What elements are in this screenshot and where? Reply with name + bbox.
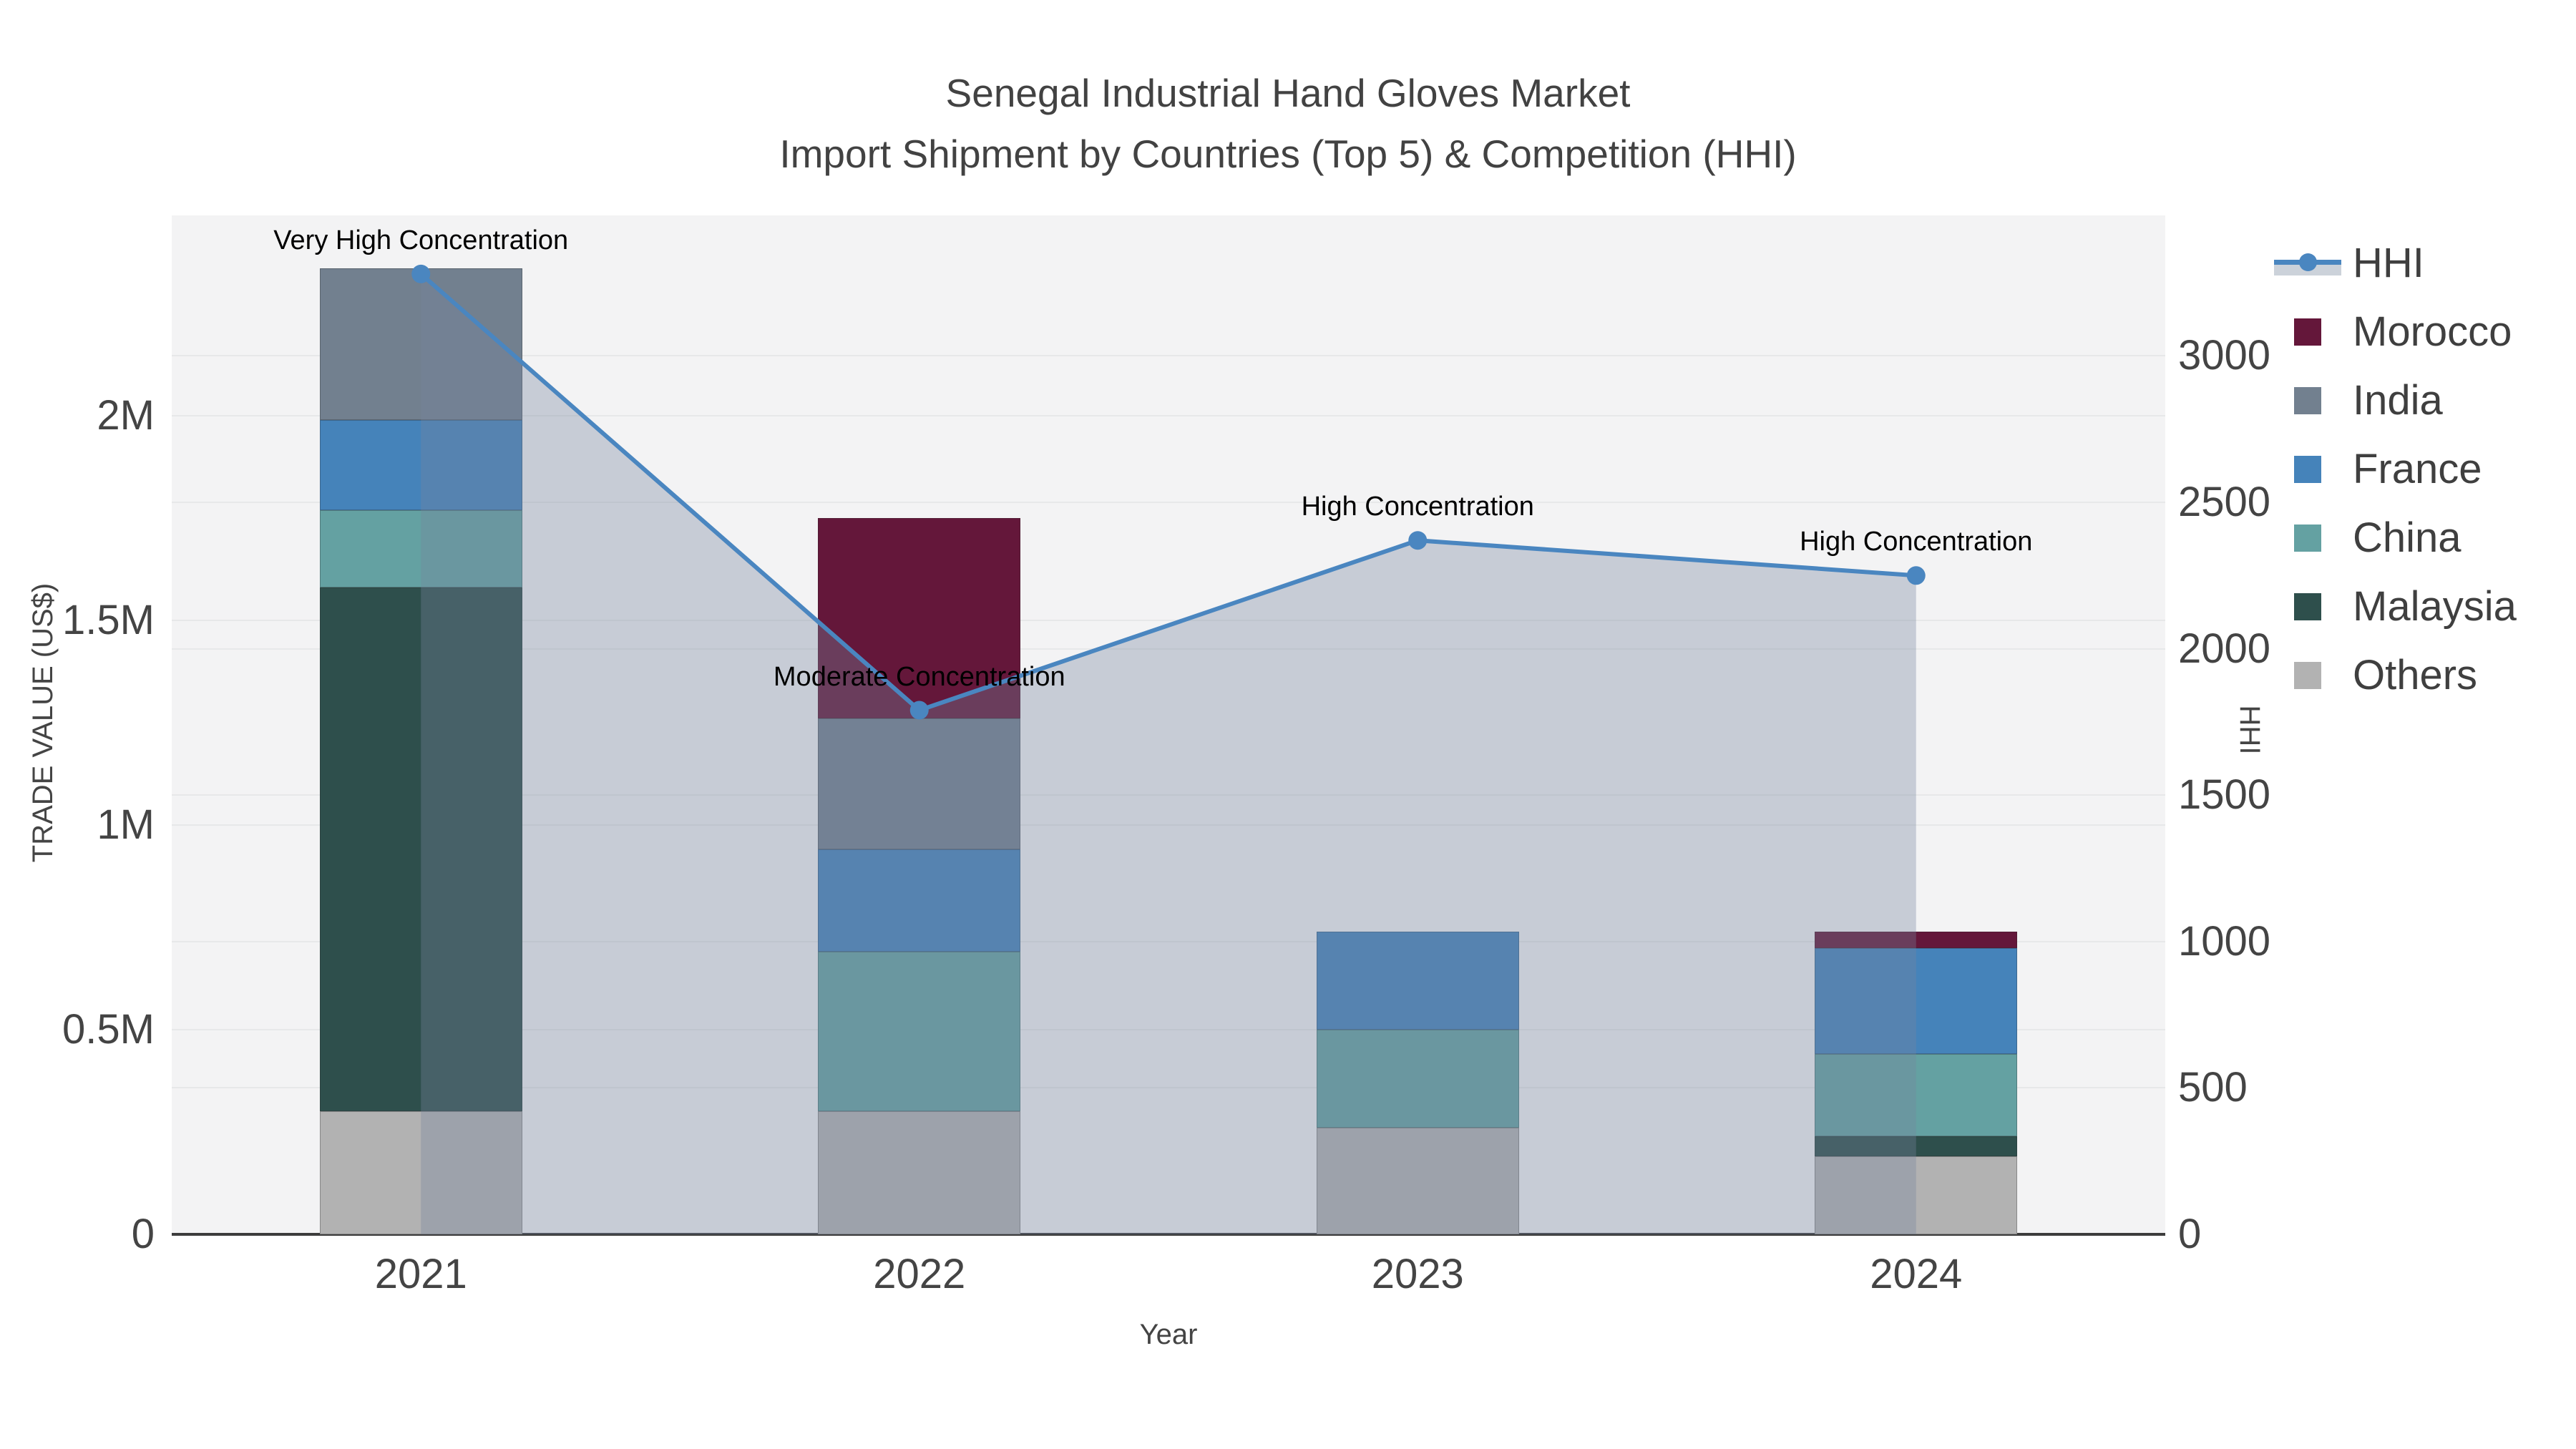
legend-label: Others xyxy=(2353,652,2478,698)
chart-title: Senegal Industrial Hand Gloves Market Im… xyxy=(0,63,2576,185)
x-tick-2024: 2024 xyxy=(1870,1251,1963,1297)
x-tick-2022: 2022 xyxy=(873,1251,966,1297)
legend-entry-india[interactable]: India xyxy=(2274,377,2517,424)
chart-title-line1: Senegal Industrial Hand Gloves Market xyxy=(945,71,1631,115)
legend-label: France xyxy=(2353,446,2482,492)
hhi-marker-2022[interactable] xyxy=(909,701,929,720)
y-left-tick-0.5M: 0.5M xyxy=(62,1006,155,1053)
y-right-tick-0: 0 xyxy=(2178,1211,2202,1257)
y-left-axis-title: TRADE VALUE (US$) xyxy=(27,582,59,863)
legend: HHI Morocco India France China Malaysia Others xyxy=(2274,243,2517,696)
legend-label: China xyxy=(2353,514,2462,561)
gridline-hhi-2500 xyxy=(172,502,2165,503)
gridline-trade-0.5 xyxy=(172,1029,2165,1031)
y-right-tick-500: 500 xyxy=(2178,1064,2248,1111)
legend-entry-china[interactable]: China xyxy=(2274,514,2517,561)
gridline-trade-1.5 xyxy=(172,620,2165,622)
bar-2024-france[interactable] xyxy=(1815,947,2018,1055)
x-tick-2023: 2023 xyxy=(1371,1251,1464,1297)
y-right-tick-2500: 2500 xyxy=(2178,479,2271,525)
hhi-area-fill xyxy=(421,273,1916,1234)
hhi-marker-2023[interactable] xyxy=(1408,531,1428,550)
bar-2024-others[interactable] xyxy=(1815,1156,2018,1234)
y-left-tick-0: 0 xyxy=(131,1211,155,1257)
annotation-2021: Very High Concentration xyxy=(273,225,569,255)
y-right-tick-3000: 3000 xyxy=(2178,332,2271,379)
gridline-trade-1 xyxy=(172,824,2165,826)
annotation-2024: High Concentration xyxy=(1800,527,2033,557)
bar-2021-india[interactable] xyxy=(319,268,522,420)
annotation-2023: High Concentration xyxy=(1301,492,1534,522)
bar-2024-morocco[interactable] xyxy=(1815,931,2018,948)
legend-swatch-icon xyxy=(2274,525,2341,552)
bar-2023-china[interactable] xyxy=(1316,1030,1519,1128)
y-left-tick-2M: 2M xyxy=(97,392,155,439)
legend-label: Morocco xyxy=(2353,308,2512,355)
gridline-hhi-3000 xyxy=(172,355,2165,357)
chart-title-line2: Import Shipment by Countries (Top 5) & C… xyxy=(779,132,1797,177)
x-tick-2021: 2021 xyxy=(374,1251,467,1297)
x-axis-title: Year xyxy=(1139,1319,1198,1350)
legend-label: HHI xyxy=(2353,240,2424,286)
legend-swatch-icon xyxy=(2274,662,2341,689)
bar-2021-france[interactable] xyxy=(319,419,522,510)
y-left-tick-1.5M: 1.5M xyxy=(62,597,155,644)
bar-2022-china[interactable] xyxy=(818,952,1021,1112)
legend-entry-hhi[interactable]: HHI xyxy=(2274,240,2517,286)
y-right-axis-title: HHI xyxy=(2234,705,2265,755)
legend-entry-france[interactable]: France xyxy=(2274,446,2517,492)
bar-2024-malaysia[interactable] xyxy=(1815,1136,2018,1157)
gridline-hhi-500 xyxy=(172,1087,2165,1089)
bar-2024-china[interactable] xyxy=(1815,1054,2018,1136)
hhi-marker-2024[interactable] xyxy=(1906,566,1926,585)
legend-swatch-icon xyxy=(2274,456,2341,483)
y-right-tick-2000: 2000 xyxy=(2178,625,2271,672)
legend-entry-others[interactable]: Others xyxy=(2274,655,2517,696)
gridline-hhi-2000 xyxy=(172,648,2165,650)
gridline-hhi-1500 xyxy=(172,794,2165,796)
legend-entry-morocco[interactable]: Morocco xyxy=(2274,308,2517,355)
legend-swatch-icon xyxy=(2274,593,2341,620)
annotation-2022: Moderate Concentration xyxy=(773,661,1065,692)
legend-label: Malaysia xyxy=(2353,583,2517,630)
legend-swatch-icon xyxy=(2274,318,2341,346)
gridline-hhi-1000 xyxy=(172,940,2165,942)
hhi-line-layer xyxy=(411,264,1926,1234)
bar-2021-china[interactable] xyxy=(319,509,522,588)
hhi-line-swatch-icon xyxy=(2274,250,2341,277)
legend-entry-malaysia[interactable]: Malaysia xyxy=(2274,583,2517,630)
bar-2021-others[interactable] xyxy=(319,1111,522,1234)
bar-2022-others[interactable] xyxy=(818,1111,1021,1234)
bar-2023-others[interactable] xyxy=(1316,1128,1519,1234)
bar-2021-malaysia[interactable] xyxy=(319,587,522,1112)
legend-swatch-icon xyxy=(2274,387,2341,414)
bar-2022-france[interactable] xyxy=(818,849,1021,952)
y-left-tick-1M: 1M xyxy=(97,801,155,849)
gridline-trade-2 xyxy=(172,415,2165,417)
x-axis-line xyxy=(172,1233,2165,1236)
hhi-marker-2021[interactable] xyxy=(411,264,431,283)
y-right-tick-1000: 1000 xyxy=(2178,917,2271,965)
hhi-line xyxy=(419,272,1916,713)
y-right-tick-1500: 1500 xyxy=(2178,771,2271,819)
legend-label: India xyxy=(2353,377,2443,424)
plot-area: Very High Concentration Moderate Concentr… xyxy=(172,215,2165,1236)
bar-2023-france[interactable] xyxy=(1316,931,1519,1030)
bar-2022-india[interactable] xyxy=(818,718,1021,850)
